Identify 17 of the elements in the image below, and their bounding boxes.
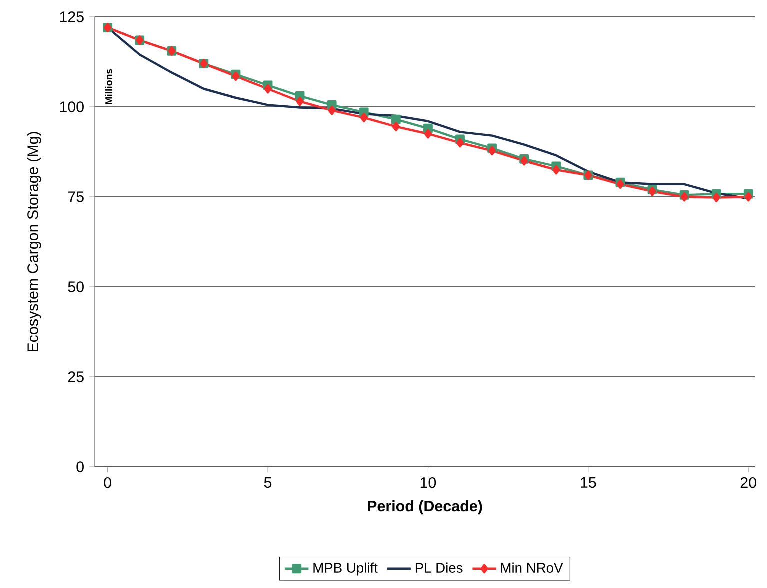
- x-tick-label: 5: [264, 477, 272, 488]
- y-tick-label: 125: [60, 12, 84, 22]
- x-axis-title: Period (Decade): [368, 500, 482, 515]
- y-tick-label: 75: [68, 192, 84, 202]
- legend-label: PL Dies: [416, 562, 463, 573]
- y-tick-label: 50: [68, 282, 84, 292]
- legend-label: Min NRoV: [501, 562, 564, 573]
- y-tick-label: 100: [60, 102, 84, 112]
- x-tick-label: 15: [581, 477, 596, 488]
- x-tick-label: 0: [104, 477, 112, 488]
- annotation: Millions: [105, 69, 112, 104]
- y-axis-title: Ecosystem Cargon Storage (Mg): [27, 132, 42, 352]
- y-tick-label: 0: [76, 462, 84, 472]
- y-tick-label: 25: [68, 372, 84, 382]
- x-tick-label: 10: [420, 477, 436, 488]
- legend-label: MPB Uplift: [314, 562, 378, 576]
- x-tick-label: 20: [740, 477, 756, 488]
